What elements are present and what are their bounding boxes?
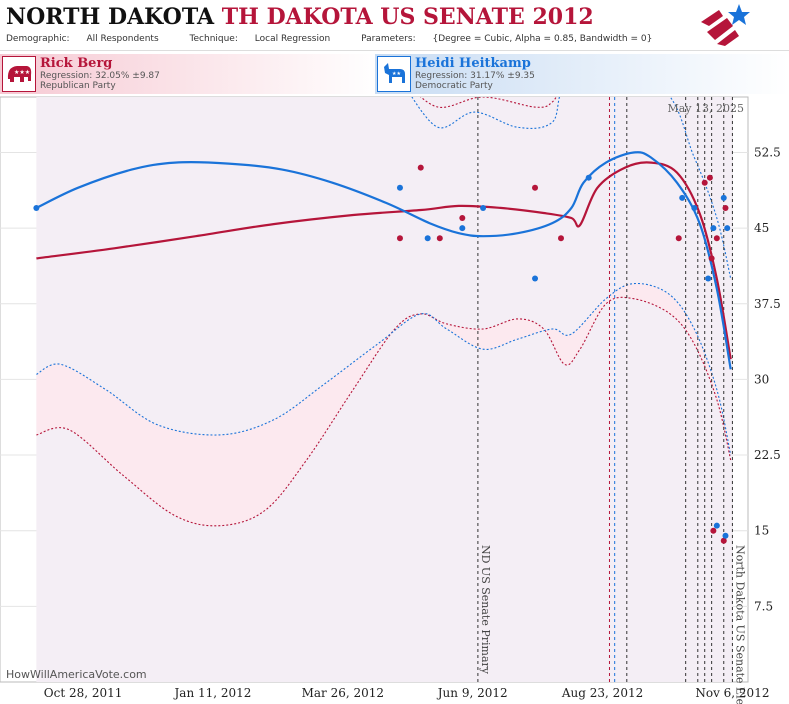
dem-poll-point: [424, 235, 431, 242]
event-label: ND US Senate Primary: [479, 545, 492, 675]
dem-lower-bound: [36, 282, 732, 456]
y-tick-label: 45: [754, 221, 769, 235]
dem-upper-bound: [411, 97, 732, 279]
technique-label: Technique:: [189, 34, 238, 44]
x-tick-label: Oct 28, 2011: [44, 686, 123, 700]
rep-poll-point: [459, 215, 466, 222]
rep-candidate-name: Rick Berg: [40, 56, 113, 71]
rep-poll-point: [558, 235, 564, 242]
parameters-line: Demographic: All Respondents Technique: …: [6, 34, 680, 44]
title-state: NORTH DAKOTA: [6, 4, 215, 30]
y-tick-label: 7.5: [754, 599, 773, 613]
rep-upper-bound: [420, 97, 557, 108]
technique-value: Local Regression: [254, 34, 331, 44]
dem-poll-point: [705, 275, 712, 282]
rep-poll-point: [701, 179, 708, 186]
event-lines: ND US Senate Primary North Dakota US Sena…: [477, 97, 746, 704]
watermark: HowWillAmericaVote.com: [6, 668, 147, 681]
page-title: NORTH DAKOTA TH DAKOTA US SENATE 2012: [6, 4, 594, 30]
rep-regression: Regression: 32.05% ±9.87: [40, 71, 160, 81]
current-date-label: May 13, 2025: [667, 102, 744, 115]
rep-poll-point: [396, 235, 403, 242]
dem-poll-point: [33, 204, 40, 211]
candidate-panel-dem: ★★ Heidi Heitkamp Regression: 31.17% ±9.…: [375, 54, 789, 94]
dem-party: Democratic Party: [415, 81, 493, 91]
svg-text:★★: ★★: [392, 71, 401, 77]
header: NORTH DAKOTA TH DAKOTA US SENATE 2012 De…: [0, 0, 789, 51]
dem-regression: Regression: 31.17% ±9.35: [415, 71, 535, 81]
x-tick-label: Jun 9, 2012: [436, 686, 508, 700]
parameters-label: Parameters:: [361, 34, 416, 44]
demographic-label: Demographic:: [6, 34, 70, 44]
dem-poll-point: [720, 194, 727, 201]
y-tick-label: 22.5: [754, 448, 781, 462]
rep-lower-band-fill: [36, 283, 731, 526]
dem-poll-point: [532, 275, 539, 282]
dem-poll-point: [679, 194, 686, 201]
x-tick-label: Mar 26, 2012: [302, 686, 384, 700]
y-tick-label: 52.5: [754, 145, 781, 159]
rep-poll-point: [417, 164, 424, 171]
rep-poll-point: [706, 174, 713, 181]
rep-poll-point: [713, 235, 720, 242]
rep-poll-point: [722, 204, 729, 211]
rep-poll-point: [708, 255, 715, 262]
rep-party: Republican Party: [40, 81, 116, 91]
x-tick-label: Jan 11, 2012: [172, 686, 251, 700]
poll-points: [33, 164, 731, 544]
rep-poll-point: [675, 235, 682, 242]
rep-poll-point: [436, 235, 443, 242]
title-race: TH DAKOTA US SENATE 2012: [221, 4, 594, 30]
svg-text:★★★: ★★★: [14, 69, 30, 76]
analysis-region: [36, 97, 733, 682]
rep-poll-point: [710, 527, 717, 534]
dem-poll-point: [722, 532, 729, 539]
dem-poll-point: [713, 522, 720, 529]
demographic-value: All Respondents: [86, 34, 159, 44]
y-tick-label: 37.5: [754, 297, 781, 311]
rep-lower-bound: [36, 296, 732, 527]
rep-regression-line: [36, 161, 732, 360]
dem-poll-point: [585, 174, 592, 181]
dem-poll-point: [480, 204, 487, 211]
dem-poll-point: [691, 204, 698, 211]
y-tick-label: 30: [754, 372, 769, 386]
x-tick-label: Nov 6, 2012: [695, 686, 769, 700]
x-tick-label: Aug 23, 2012: [561, 686, 643, 700]
candidate-panel-rep: ★★★ Rick Berg Regression: 32.05% ±9.87 R…: [0, 54, 380, 94]
event-label: North Dakota US Senate Election: [733, 545, 746, 704]
confidence-bands: [36, 97, 733, 682]
site-logo-icon[interactable]: [699, 2, 751, 48]
rep-poll-point: [720, 537, 727, 544]
dem-candidate-name: Heidi Heitkamp: [415, 56, 531, 71]
dem-poll-point: [459, 225, 466, 232]
y-tick-label: 15: [754, 524, 769, 538]
parameters-value: {Degree = Cubic, Alpha = 0.85, Bandwidth…: [432, 34, 653, 44]
axes: 7.5 15 22.5 30 37.5 45 52.5 Oct 28, 2011 Jan 11,…: [44, 145, 781, 700]
dem-poll-point: [396, 184, 403, 191]
rep-poll-point: [532, 184, 539, 191]
dem-poll-point: [724, 225, 731, 232]
dem-regression-line: [35, 151, 732, 370]
regression-lines: [35, 151, 732, 370]
dem-poll-point: [710, 225, 717, 232]
democratic-donkey-icon: ★★: [377, 56, 411, 92]
republican-elephant-icon: ★★★: [2, 56, 36, 92]
